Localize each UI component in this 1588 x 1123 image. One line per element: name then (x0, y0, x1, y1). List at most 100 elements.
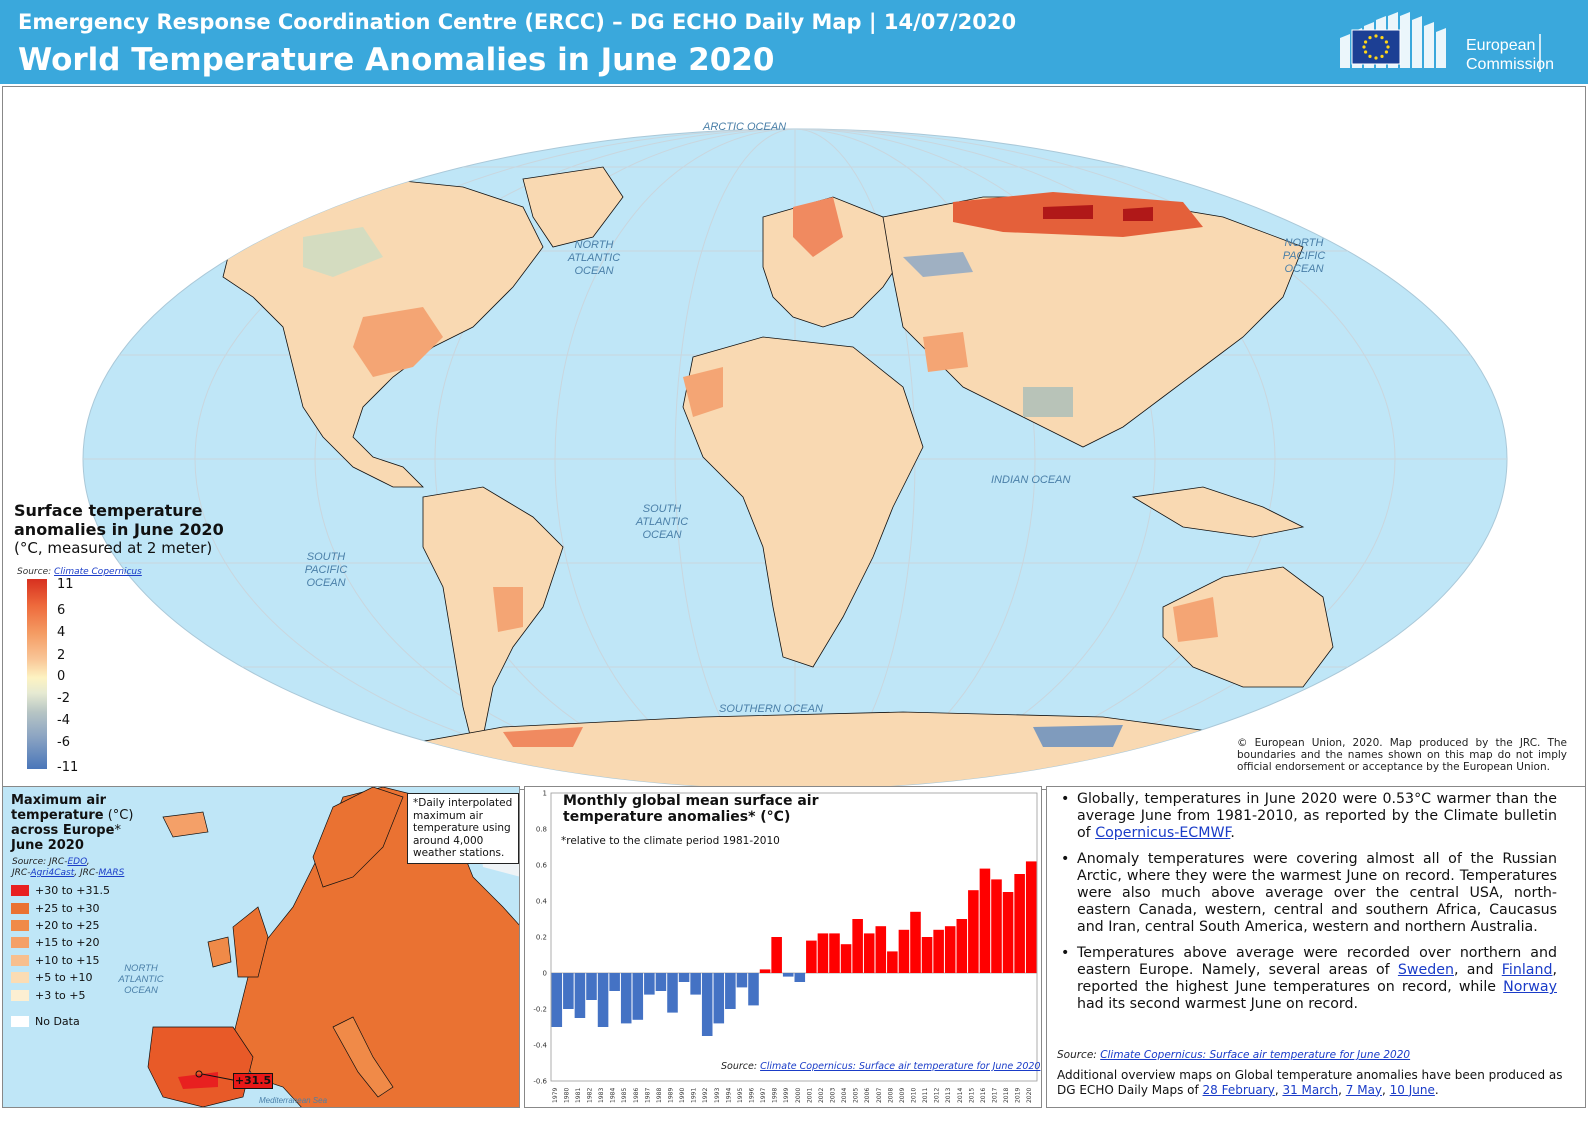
anomaly-bar (678, 973, 690, 982)
anomaly-bar (713, 973, 725, 1024)
europe-ocean-label: NORTH ATLANTIC OCEAN (118, 963, 164, 996)
anomaly-bar (921, 937, 933, 973)
continents (222, 166, 1404, 789)
agri4cast-link[interactable]: Agri4Cast (30, 868, 75, 878)
uk-land (232, 906, 269, 978)
anomaly-bar (782, 973, 794, 977)
europe-legend-item: No Data (11, 1016, 80, 1028)
greenland-land (522, 166, 624, 248)
hot-spot (178, 1072, 218, 1089)
anomaly-bar (701, 973, 713, 1036)
anomaly-bar (794, 973, 806, 982)
anomaly-bar (840, 944, 852, 973)
y-tick-label: -0.2 (533, 1006, 547, 1014)
anomaly-bar (991, 879, 1002, 973)
map-link-31-march[interactable]: 31 March (1282, 1082, 1339, 1097)
map-link-10-june[interactable]: 10 June (1389, 1082, 1435, 1097)
bullet-list: Globally, temperatures in June 2020 were… (1059, 791, 1557, 1021)
scale-tick: 11 (57, 577, 74, 592)
anomaly-bar (817, 933, 829, 973)
anomaly-bar (933, 929, 944, 973)
scale-tick: -2 (57, 691, 70, 706)
canada-cool-anomaly (303, 227, 383, 277)
x-tick-label: 1985 (621, 1088, 628, 1103)
mars-link[interactable]: MARS (98, 868, 125, 878)
max-temperature-marker: +31.5 (233, 1073, 273, 1089)
anomaly-bar (1025, 861, 1037, 973)
anomaly-bar (944, 926, 956, 973)
x-tick-label: 1992 (702, 1088, 709, 1103)
scale-tick: -4 (57, 713, 70, 728)
southeast-asia-islands (1131, 486, 1305, 538)
anomaly-bar (1002, 892, 1014, 973)
anomaly-bar (632, 973, 644, 1020)
finland-link[interactable]: Finland (1501, 961, 1553, 978)
plot-area (550, 792, 1038, 1082)
edo-link[interactable]: EDO (67, 857, 87, 867)
x-tick-label: 2008 (887, 1088, 894, 1103)
additional-maps-note: Additional overview maps on Global tempe… (1057, 1068, 1563, 1097)
x-tick-label: 2002 (818, 1088, 825, 1103)
anomaly-bar (667, 973, 678, 1013)
x-tick-label: 2018 (1003, 1088, 1010, 1103)
y-tick-label: -0.6 (533, 1078, 547, 1086)
anomaly-bar (875, 926, 887, 973)
anomaly-bar (852, 919, 863, 973)
copernicus-ecmwf-link[interactable]: Copernicus-ECMWF (1095, 825, 1231, 842)
west-africa-warm-anomaly (683, 367, 723, 417)
italy-land (332, 1016, 394, 1098)
europe-panel: Maximum air temperature (°C) across Euro… (2, 786, 520, 1108)
map-legend-source: Source: Climate Copernicus (17, 567, 142, 577)
temperature-color-scale (27, 579, 47, 769)
europe-legend-item: +15 to +20 (11, 937, 99, 949)
anomaly-bar (771, 937, 782, 973)
map-subtitle: Emergency Response Coordination Centre (… (18, 10, 1017, 34)
map-link-28-february[interactable]: 28 February (1202, 1082, 1275, 1097)
text-panel-source: Source: Climate Copernicus: Surface air … (1057, 1049, 1411, 1061)
european-commission-text: European Commission (1466, 37, 1555, 73)
x-tick-label: 1998 (772, 1088, 779, 1103)
x-tick-label: 1982 (587, 1088, 594, 1103)
x-tick-label: 2014 (957, 1088, 964, 1103)
european-commission-logo (1340, 12, 1541, 72)
anomaly-bar (806, 940, 817, 973)
iberia-land (147, 1026, 254, 1107)
text-source-link[interactable]: Climate Copernicus: Surface air temperat… (1100, 1049, 1411, 1061)
chart-source-link[interactable]: Climate Copernicus: Surface air temperat… (760, 1061, 1041, 1072)
norway-link[interactable]: Norway (1503, 979, 1557, 996)
anomaly-bar (910, 911, 921, 973)
x-tick-label: 2003 (830, 1088, 837, 1103)
x-tick-label: 1984 (610, 1088, 617, 1103)
anomaly-bar (586, 973, 597, 1000)
scale-tick: -11 (57, 760, 79, 775)
map-link-7-may[interactable]: 7 May (1345, 1082, 1383, 1097)
y-tick-label: 0.6 (536, 862, 548, 870)
x-tick-label: 1991 (691, 1088, 698, 1103)
anomaly-bar (551, 973, 563, 1027)
anomaly-bar (725, 973, 736, 1009)
anomaly-bar (736, 973, 748, 988)
header: Emergency Response Coordination Centre (… (0, 0, 1588, 84)
europe-legend-item: +10 to +15 (11, 955, 99, 967)
sweden-link[interactable]: Sweden (1397, 961, 1454, 978)
climate-copernicus-link[interactable]: Climate Copernicus (54, 567, 142, 577)
bullet-item: Globally, temperatures in June 2020 were… (1059, 791, 1557, 843)
x-tick-label: 1990 (679, 1088, 686, 1103)
anomaly-bar (1014, 874, 1025, 973)
scale-tick: 2 (57, 648, 66, 663)
scale-tick: 0 (57, 669, 66, 684)
text-panel: Globally, temperatures in June 2020 were… (1046, 786, 1586, 1108)
anomaly-bar (563, 973, 574, 1009)
anomaly-bar (898, 929, 910, 973)
chart-title: Monthly global mean surface air temperat… (563, 793, 819, 825)
x-tick-label: 1994 (725, 1088, 732, 1103)
x-tick-label: 2016 (980, 1088, 987, 1103)
x-tick-label: 1980 (563, 1088, 570, 1103)
anomaly-bar (609, 973, 620, 991)
anomaly-bar (829, 933, 840, 973)
x-tick-label: 1999 (783, 1088, 790, 1103)
europe-legend-item: +20 to +25 (11, 920, 99, 932)
ocean-label-south-pacific: SOUTH PACIFIC OCEAN (304, 551, 348, 589)
central-asia-cold-anomaly (903, 252, 973, 277)
x-tick-label: 1989 (668, 1088, 675, 1103)
